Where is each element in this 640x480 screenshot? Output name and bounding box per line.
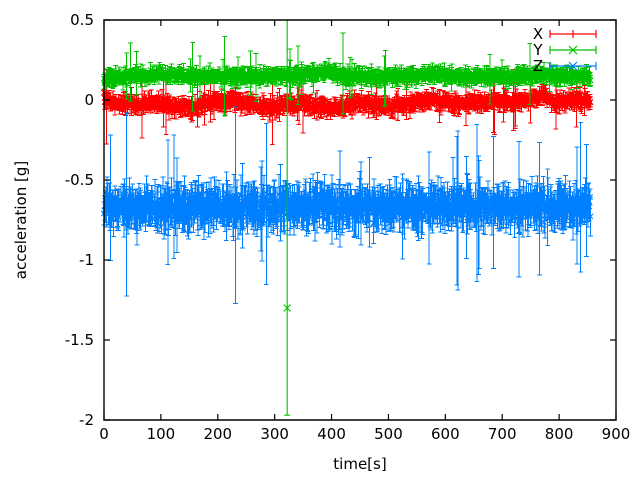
y-tick-label: 0.5 xyxy=(70,11,94,29)
legend-sample-y xyxy=(549,45,597,55)
y-tick-label: 0 xyxy=(84,91,94,109)
y-tick-label: -1 xyxy=(79,251,94,269)
x-axis-ticks: 0 100 200 300 400 500 600 700 800 900 xyxy=(99,20,630,443)
x-tick-label: 500 xyxy=(374,425,403,443)
x-tick-label: 0 xyxy=(99,425,109,443)
y-tick-label: -0.5 xyxy=(65,171,94,189)
legend-sample-z xyxy=(549,61,597,71)
legend-label-y: Y xyxy=(532,41,543,59)
x-tick-label: 400 xyxy=(317,425,346,443)
x-tick-label: 100 xyxy=(147,425,176,443)
y-axis-label: acceleration [g] xyxy=(12,161,30,279)
outlier-point xyxy=(283,20,292,416)
legend-label-z: Z xyxy=(533,57,543,75)
x-tick-label: 300 xyxy=(260,425,289,443)
legend-sample-x xyxy=(549,30,597,38)
chart-legend: XYZ xyxy=(532,25,597,75)
x-tick-label: 900 xyxy=(602,425,631,443)
x-tick-label: 700 xyxy=(488,425,517,443)
x-tick-label: 200 xyxy=(203,425,232,443)
x-tick-label: 800 xyxy=(545,425,574,443)
y-tick-label: -1.5 xyxy=(65,331,94,349)
x-tick-label: 600 xyxy=(431,425,460,443)
y-axis-ticks: 0.5 0 -0.5 -1 -1.5 -2 xyxy=(65,11,616,429)
legend-label-x: X xyxy=(533,25,543,43)
series-y-outliers xyxy=(283,20,292,416)
x-axis-label: time[s] xyxy=(333,455,386,473)
y-tick-label: -2 xyxy=(79,411,94,429)
